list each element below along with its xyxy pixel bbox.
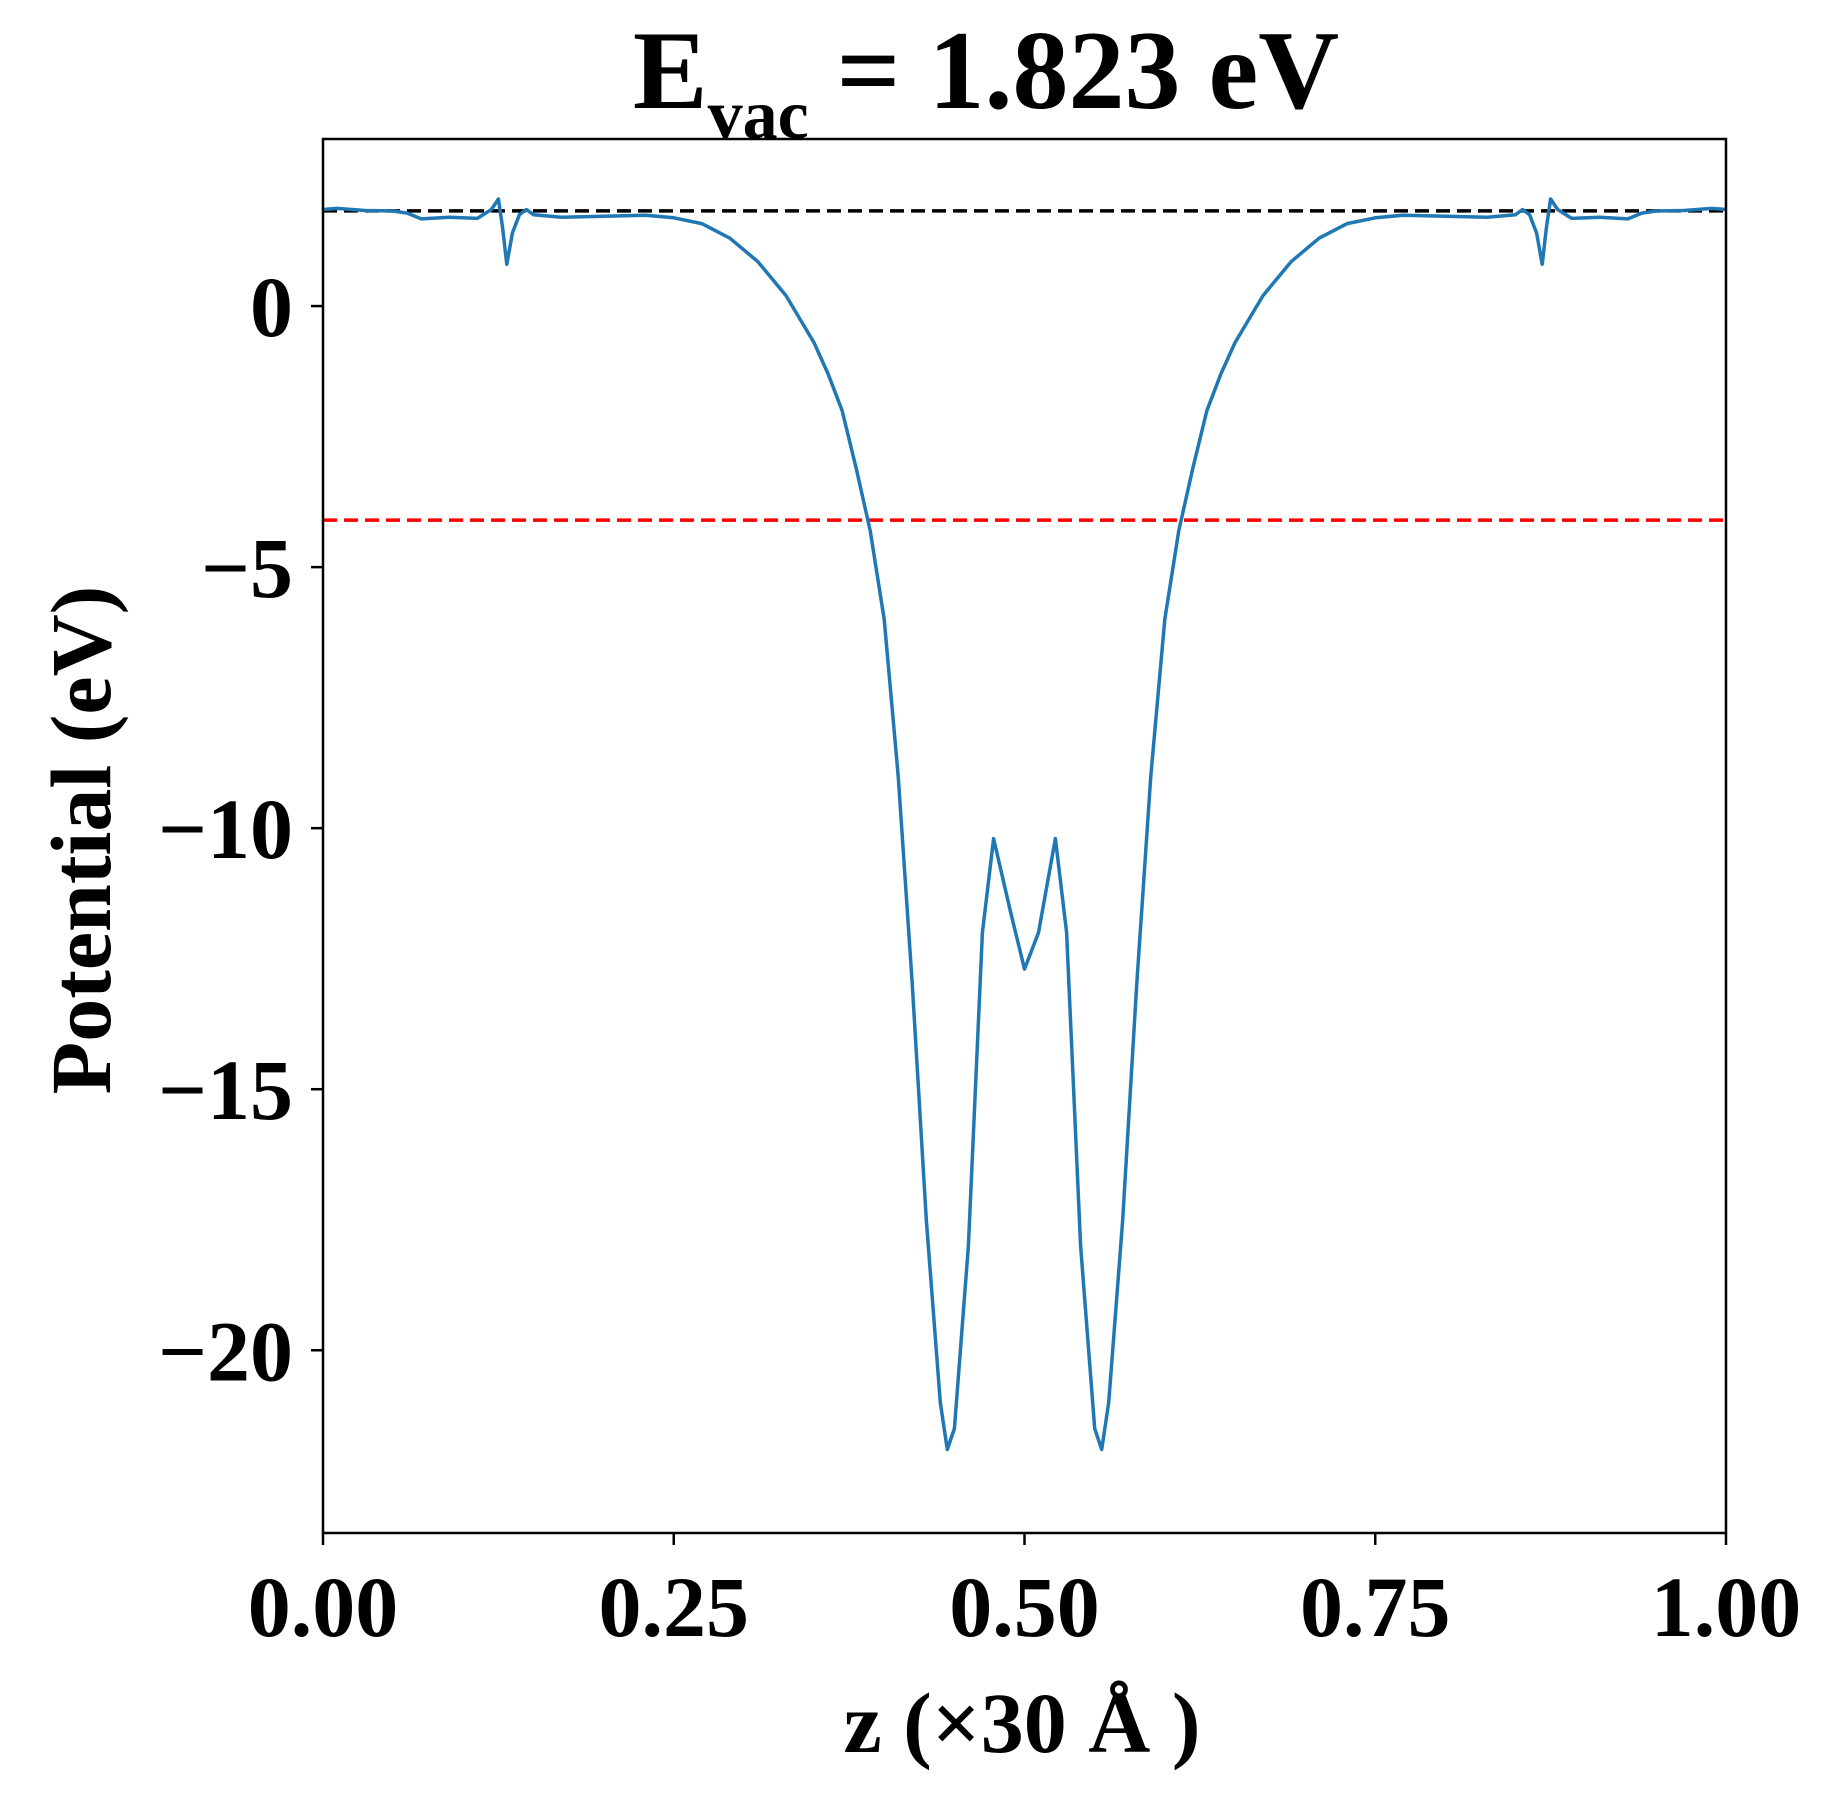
series-layer [322, 197, 1727, 1452]
x-tick-label: 0.75 [1300, 1559, 1451, 1655]
y-tick-label: −20 [158, 1303, 293, 1399]
y-axis-label: Potential (eV) [33, 586, 129, 1095]
chart-title-subscript: vac [708, 77, 809, 154]
y-tick-label: −15 [158, 1042, 293, 1138]
x-tick-label: 1.00 [1651, 1559, 1802, 1655]
x-tick-label: 0.00 [248, 1559, 399, 1655]
chart-title: Evac = 1.823 eV [633, 9, 1339, 154]
y-tick-label: 0 [250, 259, 293, 355]
reference-lines [323, 209, 1726, 522]
y-axis: 0 −5 −10 −15 −20 [158, 259, 323, 1399]
x-tick-label: 0.50 [949, 1559, 1100, 1655]
x-tick-label: 0.25 [599, 1559, 750, 1655]
y-tick-label: −5 [201, 520, 293, 616]
series-line-0 [322, 197, 1727, 1452]
x-axis: 0.00 0.25 0.50 0.75 1.00 [248, 1533, 1802, 1655]
chart-title-main: E [633, 9, 708, 133]
x-axis-label: z (×30 Å ) [843, 1675, 1200, 1771]
chart-title-rest: = 1.823 eV [809, 9, 1339, 133]
y-tick-label: −10 [158, 781, 293, 877]
